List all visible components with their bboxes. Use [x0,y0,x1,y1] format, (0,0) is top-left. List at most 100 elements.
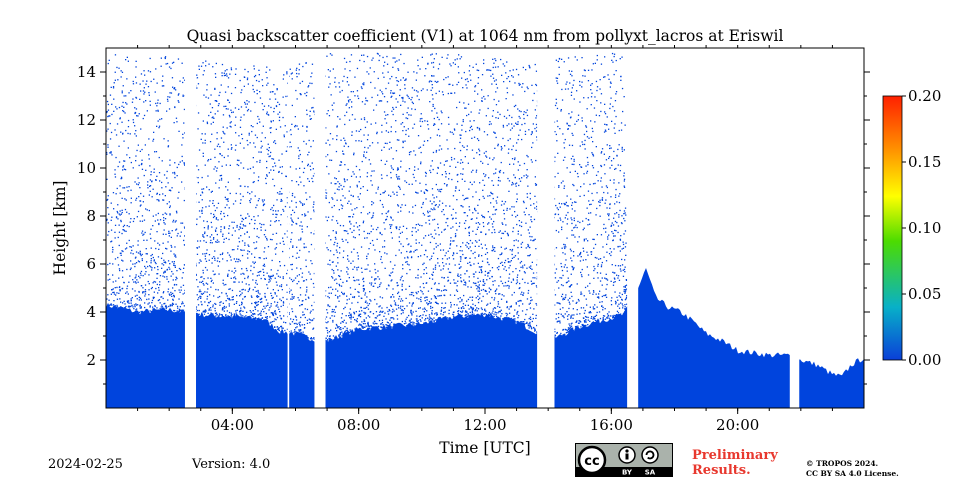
noise-speck [415,191,417,193]
noise-speck [261,145,263,147]
noise-speck [565,214,567,216]
noise-speck [389,323,391,325]
noise-speck [121,92,123,94]
noise-speck [532,277,534,279]
noise-speck [173,253,175,255]
noise-speck [462,87,464,89]
noise-speck [377,142,379,144]
noise-speck [525,111,527,114]
noise-speck [253,242,255,244]
noise-speck [597,277,599,279]
noise-speck [313,110,315,112]
noise-speck [465,314,467,316]
noise-speck [276,316,279,319]
noise-speck [274,277,276,279]
noise-speck [236,294,238,297]
noise-speck [501,232,503,234]
noise-speck [263,203,266,205]
noise-speck [286,298,288,300]
noise-speck [606,313,609,315]
noise-speck [305,62,307,64]
noise-speck [536,201,538,203]
noise-speck [206,269,208,271]
noise-speck [293,322,296,325]
noise-speck [266,175,268,177]
noise-speck [563,61,565,63]
noise-speck [141,253,143,256]
noise-speck [292,221,294,223]
noise-speck [599,272,602,274]
noise-speck [370,81,372,84]
noise-speck [623,178,626,180]
noise-speck [242,195,244,198]
noise-speck [613,248,615,250]
noise-speck [296,267,298,269]
noise-speck [468,276,470,278]
noise-speck [160,65,162,67]
noise-speck [339,118,341,120]
noise-speck [253,68,255,70]
noise-speck [466,149,468,151]
noise-speck [615,303,617,305]
noise-speck [261,301,263,303]
noise-speck [217,110,219,112]
noise-speck [617,164,619,166]
noise-speck [502,223,504,225]
noise-speck [502,232,505,235]
noise-speck [592,167,595,169]
noise-speck [264,292,266,295]
noise-speck [485,150,487,153]
noise-speck [510,305,512,307]
noise-speck [259,121,261,123]
noise-speck [503,81,505,83]
noise-speck [369,282,371,284]
noise-speck [592,321,594,323]
noise-speck [148,302,150,304]
noise-speck [458,307,460,309]
noise-speck [220,137,223,139]
noise-speck [424,308,426,311]
noise-speck [622,275,625,277]
noise-speck [204,139,206,141]
noise-speck [408,302,411,304]
noise-speck [608,156,611,158]
noise-speck [573,219,575,222]
noise-speck [536,184,538,186]
noise-speck [176,212,178,214]
noise-speck [131,304,133,306]
noise-speck [392,191,394,193]
noise-speck [174,310,176,312]
noise-speck [507,152,510,154]
noise-speck [266,84,268,86]
noise-speck [115,280,117,282]
noise-speck [449,83,451,85]
noise-speck [511,116,513,119]
noise-speck [593,107,596,109]
noise-speck [441,56,443,58]
noise-speck [292,280,294,283]
noise-speck [196,253,199,255]
noise-speck [571,265,573,268]
noise-speck [498,285,500,287]
noise-speck [463,212,465,214]
noise-speck [571,219,573,221]
noise-speck [281,289,283,291]
noise-speck [392,317,394,319]
noise-speck [168,230,170,232]
noise-speck [382,206,384,208]
noise-speck [592,290,595,292]
noise-speck [135,303,137,305]
noise-speck [175,220,177,222]
noise-speck [479,109,481,111]
noise-speck [116,123,119,125]
noise-speck [244,185,246,188]
noise-speck [313,301,316,303]
noise-speck [156,192,158,194]
noise-speck [135,262,138,264]
noise-speck [327,69,329,71]
noise-speck [253,227,255,230]
noise-speck [183,267,185,269]
noise-speck [594,318,596,320]
noise-speck [277,306,279,308]
noise-speck [170,244,172,247]
